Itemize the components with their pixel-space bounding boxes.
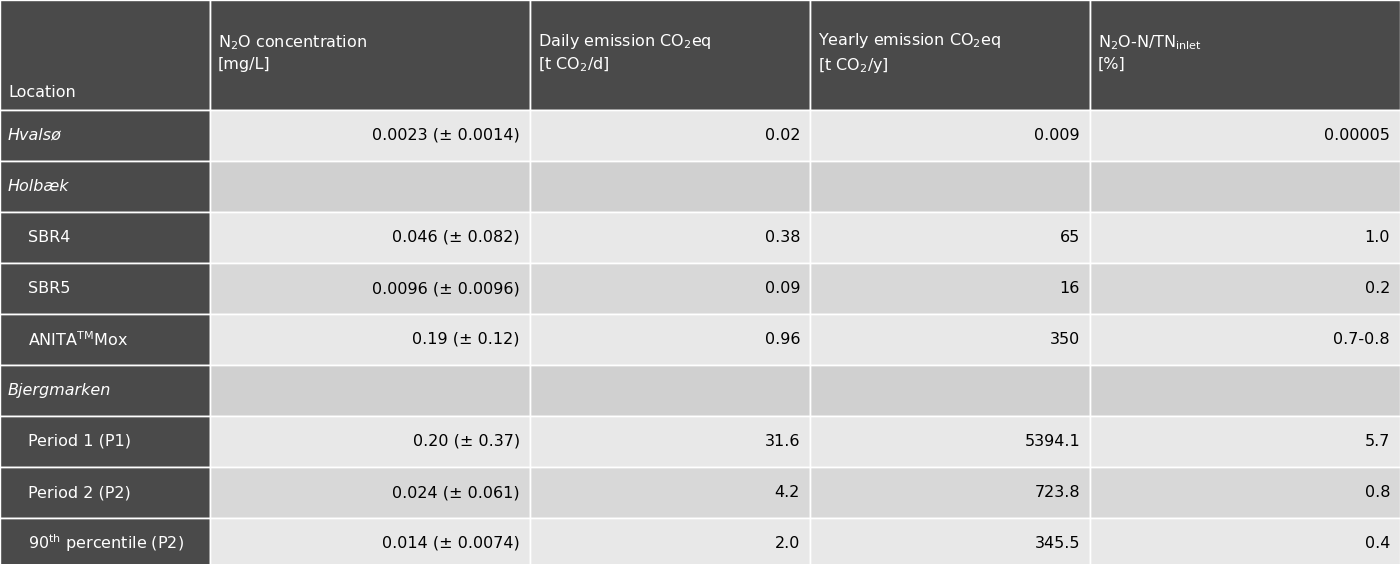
Text: 0.7-0.8: 0.7-0.8 bbox=[1333, 332, 1390, 347]
Bar bbox=[210, 416, 531, 467]
Text: 0.024 (± 0.061): 0.024 (± 0.061) bbox=[392, 485, 519, 500]
Bar bbox=[1091, 263, 1400, 314]
Bar bbox=[811, 110, 1091, 161]
Bar bbox=[811, 263, 1091, 314]
Bar bbox=[0, 467, 210, 518]
Text: 0.8: 0.8 bbox=[1365, 485, 1390, 500]
Bar bbox=[1091, 518, 1400, 564]
Text: 65: 65 bbox=[1060, 230, 1079, 245]
Bar bbox=[210, 314, 531, 365]
Bar bbox=[1091, 365, 1400, 416]
Bar bbox=[531, 263, 811, 314]
Text: 350: 350 bbox=[1050, 332, 1079, 347]
Bar bbox=[531, 314, 811, 365]
Bar bbox=[210, 263, 531, 314]
Text: ANITA$^\mathregular{TM}$Mox: ANITA$^\mathregular{TM}$Mox bbox=[28, 330, 127, 349]
Text: SBR5: SBR5 bbox=[28, 281, 70, 296]
Bar bbox=[531, 110, 811, 161]
Text: 4.2: 4.2 bbox=[774, 485, 799, 500]
Text: 0.38: 0.38 bbox=[764, 230, 799, 245]
Bar bbox=[811, 0, 1091, 110]
Bar bbox=[811, 212, 1091, 263]
Text: 0.046 (± 0.082): 0.046 (± 0.082) bbox=[392, 230, 519, 245]
Bar bbox=[210, 365, 531, 416]
Bar bbox=[1091, 467, 1400, 518]
Text: 2.0: 2.0 bbox=[774, 536, 799, 551]
Text: 0.009: 0.009 bbox=[1035, 128, 1079, 143]
Bar bbox=[1091, 0, 1400, 110]
Text: 345.5: 345.5 bbox=[1035, 536, 1079, 551]
Bar bbox=[1091, 212, 1400, 263]
Text: 16: 16 bbox=[1060, 281, 1079, 296]
Text: 5394.1: 5394.1 bbox=[1025, 434, 1079, 449]
Text: Hvalsø: Hvalsø bbox=[8, 128, 62, 143]
Bar bbox=[1091, 161, 1400, 212]
Text: 0.20 (± 0.37): 0.20 (± 0.37) bbox=[413, 434, 519, 449]
Text: 0.0023 (± 0.0014): 0.0023 (± 0.0014) bbox=[372, 128, 519, 143]
Bar bbox=[811, 416, 1091, 467]
Bar bbox=[811, 161, 1091, 212]
Text: SBR4: SBR4 bbox=[28, 230, 70, 245]
Bar bbox=[0, 161, 210, 212]
Text: Period 2 (P2): Period 2 (P2) bbox=[28, 485, 130, 500]
Text: 0.00005: 0.00005 bbox=[1324, 128, 1390, 143]
Text: 0.0096 (± 0.0096): 0.0096 (± 0.0096) bbox=[372, 281, 519, 296]
Bar bbox=[0, 416, 210, 467]
Text: 90$^\mathregular{th}$ percentile (P2): 90$^\mathregular{th}$ percentile (P2) bbox=[28, 532, 183, 554]
Bar bbox=[210, 518, 531, 564]
Bar bbox=[0, 263, 210, 314]
Bar bbox=[531, 518, 811, 564]
Bar bbox=[210, 161, 531, 212]
Text: 0.02: 0.02 bbox=[764, 128, 799, 143]
Bar bbox=[1091, 416, 1400, 467]
Text: Location: Location bbox=[8, 85, 76, 100]
Text: N$_2$O-N/TN$_\mathregular{inlet}$
[%]: N$_2$O-N/TN$_\mathregular{inlet}$ [%] bbox=[1098, 34, 1201, 72]
Text: 5.7: 5.7 bbox=[1365, 434, 1390, 449]
Bar bbox=[1091, 314, 1400, 365]
Bar bbox=[0, 518, 210, 564]
Bar bbox=[0, 314, 210, 365]
Bar bbox=[811, 314, 1091, 365]
Bar bbox=[210, 212, 531, 263]
Bar bbox=[811, 467, 1091, 518]
Bar bbox=[0, 365, 210, 416]
Text: 0.96: 0.96 bbox=[764, 332, 799, 347]
Bar bbox=[811, 365, 1091, 416]
Text: 31.6: 31.6 bbox=[764, 434, 799, 449]
Bar bbox=[210, 0, 531, 110]
Bar bbox=[210, 110, 531, 161]
Text: 1.0: 1.0 bbox=[1365, 230, 1390, 245]
Bar bbox=[531, 161, 811, 212]
Text: 0.19 (± 0.12): 0.19 (± 0.12) bbox=[413, 332, 519, 347]
Bar bbox=[0, 110, 210, 161]
Text: 0.014 (± 0.0074): 0.014 (± 0.0074) bbox=[382, 536, 519, 551]
Bar bbox=[811, 518, 1091, 564]
Text: Daily emission CO$_2$eq
[t CO$_2$/d]: Daily emission CO$_2$eq [t CO$_2$/d] bbox=[538, 32, 711, 74]
Text: 723.8: 723.8 bbox=[1035, 485, 1079, 500]
Text: Bjergmarken: Bjergmarken bbox=[8, 383, 112, 398]
Text: Holbæk: Holbæk bbox=[8, 179, 70, 194]
Text: 0.2: 0.2 bbox=[1365, 281, 1390, 296]
Bar bbox=[0, 0, 210, 110]
Text: Period 1 (P1): Period 1 (P1) bbox=[28, 434, 132, 449]
Bar bbox=[531, 365, 811, 416]
Bar bbox=[531, 212, 811, 263]
Text: Yearly emission CO$_2$eq
[t CO$_2$/y]: Yearly emission CO$_2$eq [t CO$_2$/y] bbox=[818, 31, 1001, 75]
Bar bbox=[531, 467, 811, 518]
Bar bbox=[210, 467, 531, 518]
Text: 0.4: 0.4 bbox=[1365, 536, 1390, 551]
Bar bbox=[0, 212, 210, 263]
Bar bbox=[1091, 110, 1400, 161]
Bar bbox=[531, 416, 811, 467]
Text: N$_2$O concentration
[mg/L]: N$_2$O concentration [mg/L] bbox=[218, 34, 367, 72]
Text: 0.09: 0.09 bbox=[764, 281, 799, 296]
Bar bbox=[531, 0, 811, 110]
